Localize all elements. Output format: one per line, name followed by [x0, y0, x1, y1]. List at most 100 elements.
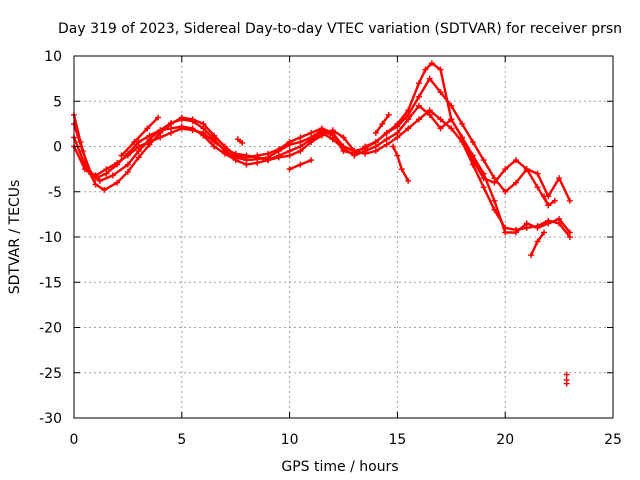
data-point — [448, 102, 455, 109]
data-point — [545, 217, 552, 224]
y-tick-label: -30 — [39, 411, 62, 427]
y-tick-label: 0 — [53, 140, 62, 156]
data-point — [131, 138, 138, 145]
data-point — [286, 152, 293, 159]
y-tick-label: -5 — [48, 185, 62, 201]
data-point — [512, 179, 519, 186]
data-point — [114, 179, 121, 186]
data-point — [234, 136, 241, 143]
data-point — [157, 134, 164, 141]
data-point — [545, 202, 552, 209]
data-point — [379, 120, 386, 127]
data-point — [178, 125, 185, 132]
data-point — [340, 134, 347, 141]
data-point — [383, 141, 390, 148]
data-point — [394, 152, 401, 159]
data-point — [254, 159, 261, 166]
data-point — [491, 175, 498, 182]
x-axis-label: GPS time / hours — [281, 459, 398, 475]
x-tick-label: 15 — [388, 432, 406, 448]
data-point — [534, 170, 541, 177]
data-point — [92, 181, 99, 188]
data-point — [448, 125, 455, 132]
data-point — [101, 186, 108, 193]
data-point — [534, 223, 541, 230]
data-point — [480, 170, 487, 177]
data-point — [528, 252, 535, 259]
data-point — [459, 138, 466, 145]
x-tick-label: 20 — [496, 432, 514, 448]
data-point — [189, 127, 196, 134]
data-point — [318, 132, 325, 139]
data-point — [405, 116, 412, 123]
data-point — [491, 197, 498, 204]
data-point — [437, 66, 444, 73]
outlier-point — [563, 380, 570, 387]
data-point — [394, 123, 401, 130]
y-tick-label: -10 — [39, 230, 62, 246]
data-point — [340, 145, 347, 152]
data-point — [329, 127, 336, 134]
data-point — [502, 188, 509, 195]
data-point — [512, 226, 519, 233]
data-point — [394, 134, 401, 141]
data-point — [308, 138, 315, 145]
data-point — [437, 125, 444, 132]
data-point — [221, 146, 228, 153]
data-point — [243, 152, 250, 159]
y-tick-label: -15 — [39, 275, 62, 291]
data-point — [480, 184, 487, 191]
data-point — [459, 120, 466, 127]
data-point — [556, 175, 563, 182]
data-point — [437, 89, 444, 96]
y-tick-label: -25 — [39, 366, 62, 382]
data-point — [541, 193, 548, 200]
data-point — [405, 177, 412, 184]
data-point — [362, 150, 369, 157]
x-tick-label: 0 — [70, 432, 79, 448]
data-point — [124, 161, 131, 168]
data-point — [469, 138, 476, 145]
data-point — [92, 172, 99, 179]
data-point — [385, 111, 392, 118]
data-point — [372, 148, 379, 155]
data-point — [523, 166, 530, 173]
data-point — [480, 157, 487, 164]
data-point — [390, 143, 397, 150]
y-tick-label: 10 — [44, 49, 62, 65]
data-point — [286, 166, 293, 173]
data-point — [155, 114, 162, 121]
axis-ticks — [73, 55, 614, 419]
data-point — [254, 154, 261, 161]
data-point — [124, 152, 131, 159]
data-point — [297, 148, 304, 155]
outlier-point — [563, 371, 570, 378]
chart-title: Day 319 of 2023, Sidereal Day-to-day VTE… — [58, 21, 622, 37]
data-point — [168, 119, 175, 126]
data-point — [469, 152, 476, 159]
data-point — [297, 161, 304, 168]
data-point — [422, 66, 429, 73]
data-point — [556, 220, 563, 227]
data-point — [415, 116, 422, 123]
y-tick-label: -20 — [39, 321, 62, 337]
data-point — [383, 129, 390, 136]
data-point — [534, 184, 541, 191]
data-point — [178, 116, 185, 123]
data-point — [502, 224, 509, 231]
x-tick-label: 5 — [177, 432, 186, 448]
data-point — [534, 238, 541, 245]
data-point — [114, 159, 121, 166]
data-point — [329, 136, 336, 143]
data-point — [415, 93, 422, 100]
data-point — [275, 154, 282, 161]
data-layer — [71, 60, 573, 387]
data-point — [239, 139, 246, 146]
data-point — [308, 157, 315, 164]
data-point — [135, 154, 142, 161]
data-point — [383, 136, 390, 143]
data-point — [109, 172, 116, 179]
data-point — [135, 143, 142, 150]
data-point — [415, 80, 422, 87]
